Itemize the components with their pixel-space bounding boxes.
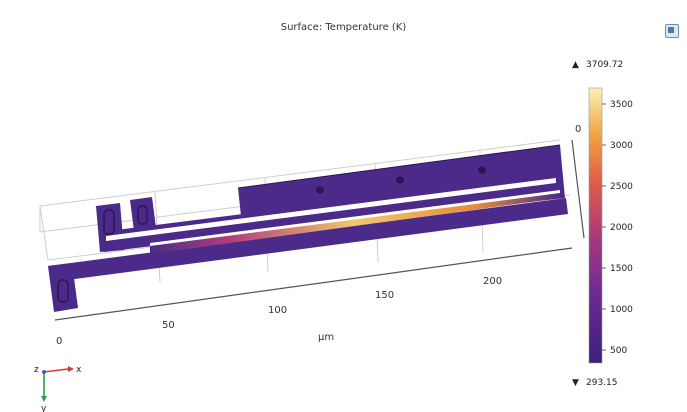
triad-z-label: z [34, 365, 39, 375]
view-toggle-button[interactable] [665, 24, 679, 38]
x-tick-label: 100 [268, 305, 287, 316]
x-tick-label: 200 [483, 276, 502, 287]
x-tick-label: 0 [56, 336, 62, 347]
colorbar-tick-label: 1500 [610, 264, 633, 274]
axis-triad: x z y [34, 365, 82, 412]
colorbar-tick-label: 1000 [610, 305, 633, 315]
colorbar-tick-label: 2000 [610, 223, 633, 233]
side-axis-line [571, 139, 585, 239]
x-tick-label: 50 [162, 320, 175, 331]
side-tick-label: 0 [575, 124, 581, 135]
colorbar-min-marker: ▼ [572, 378, 579, 388]
colorbar: ▲ 3709.72 ▼ 293.15 3500 3000 2500 2000 1… [572, 60, 633, 388]
colorbar-max-marker: ▲ [572, 60, 579, 70]
triad-y-label: y [41, 404, 47, 412]
colorbar-tick-label: 500 [610, 346, 627, 356]
colorbar-tick-label: 3500 [610, 100, 633, 110]
colorbar-tick-label: 2500 [610, 182, 633, 192]
x-axis-line [54, 247, 573, 321]
colorbar-tick-label: 3000 [610, 141, 633, 151]
device-structure [48, 144, 568, 312]
axis-unit-label: μm [318, 332, 334, 343]
colorbar-min-label: 293.15 [586, 378, 618, 388]
triad-x-label: x [76, 365, 82, 375]
colorbar-max-label: 3709.72 [586, 60, 623, 70]
plot-title: Surface: Temperature (K) [280, 22, 407, 33]
x-tick-label: 150 [375, 290, 394, 301]
